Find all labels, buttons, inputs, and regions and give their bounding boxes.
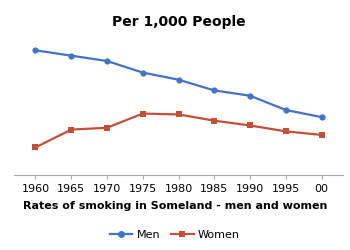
Text: Rates of smoking in Someland - men and women: Rates of smoking in Someland - men and w…: [23, 201, 327, 211]
Line: Men: Men: [32, 47, 325, 120]
Women: [320, 134, 324, 136]
Men: [212, 89, 216, 92]
Men: [33, 49, 37, 52]
Title: Per 1,000 People: Per 1,000 People: [112, 14, 245, 28]
Women: [69, 128, 73, 131]
Women: [33, 146, 37, 149]
Men: [141, 71, 145, 74]
Women: [212, 119, 216, 122]
Legend: Men, Women: Men, Women: [105, 226, 245, 244]
Line: Women: Women: [32, 110, 325, 150]
Men: [105, 60, 109, 62]
Men: [320, 116, 324, 118]
Men: [176, 78, 181, 81]
Women: [141, 112, 145, 115]
Women: [105, 126, 109, 129]
Women: [248, 124, 252, 127]
Women: [284, 130, 288, 133]
Men: [69, 54, 73, 57]
Men: [284, 108, 288, 112]
Men: [248, 94, 252, 97]
Women: [176, 113, 181, 116]
